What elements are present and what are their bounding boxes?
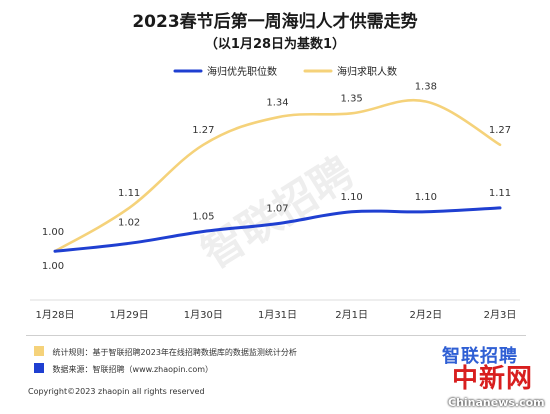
data-label-1-6: 1.27 — [489, 125, 511, 136]
data-labels: 1.00 1.02 1.05 1.07 1.10 1.10 1.11 1.00 1.11 1.27… — [42, 82, 511, 273]
legend-label-1: 海归求职人数 — [337, 65, 397, 78]
data-label-0-6: 1.11 — [489, 188, 511, 199]
data-label-1-0: 1.00 — [42, 227, 64, 238]
x-tick-3: 1月31日 — [258, 309, 297, 321]
x-tick-0: 1月28日 — [35, 309, 74, 321]
footnote-source-text: 数据来源：智联招聘（www.zhaopin.com） — [52, 365, 214, 374]
data-label-0-4: 1.10 — [341, 192, 363, 203]
x-tick-labels: 1月28日 1月29日 1月30日 1月31日 2月1日 2月2日 2月3日 — [35, 309, 516, 321]
data-label-1-4: 1.35 — [341, 93, 363, 104]
data-label-0-2: 1.05 — [192, 212, 214, 223]
x-tick-4: 2月1日 — [335, 309, 368, 321]
chart-title: 2023春节后第一周海归人才供需走势 — [132, 11, 417, 32]
data-label-1-5: 1.38 — [415, 82, 437, 93]
data-label-1-2: 1.27 — [192, 125, 214, 136]
data-label-0-3: 1.07 — [266, 204, 288, 215]
data-label-0-5: 1.10 — [415, 192, 437, 203]
footnote-rule: 统计规则：基于智联招聘2023年在线招聘数据库的数据监测统计分析 — [34, 346, 297, 358]
footnote-rule-text: 统计规则：基于智联招聘2023年在线招聘数据库的数据监测统计分析 — [52, 348, 297, 357]
chart-subtitle: （以1月28日为基数1） — [205, 36, 345, 52]
series-layer — [53, 99, 502, 253]
footnote-source: 数据来源：智联招聘（www.zhaopin.com） — [34, 363, 213, 375]
chinanews-site-watermark: Chinanews.com — [448, 396, 545, 409]
x-tick-1: 1月29日 — [110, 309, 149, 321]
legend-label-0: 海归优先职位数 — [207, 65, 277, 78]
x-tick-6: 2月3日 — [484, 309, 517, 321]
x-tick-5: 2月2日 — [409, 309, 442, 321]
x-tick-2: 1月30日 — [184, 309, 223, 321]
data-label-0-1: 1.02 — [118, 217, 140, 228]
chart-legend: 海归优先职位数 海归求职人数 — [173, 65, 397, 78]
blue-swatch-icon — [34, 363, 44, 373]
chinanews-stamp: 中新网 — [452, 364, 534, 394]
data-label-1-3: 1.34 — [266, 97, 288, 108]
data-label-1-1: 1.11 — [118, 188, 140, 199]
yellow-swatch-icon — [34, 346, 44, 356]
data-label-0-0: 1.00 — [42, 261, 64, 272]
copyright-text: Copyright©2023 zhaopin all rights reserv… — [28, 387, 205, 396]
brand-logo: 智联招聘 — [442, 346, 518, 367]
footer-divider — [26, 335, 526, 336]
